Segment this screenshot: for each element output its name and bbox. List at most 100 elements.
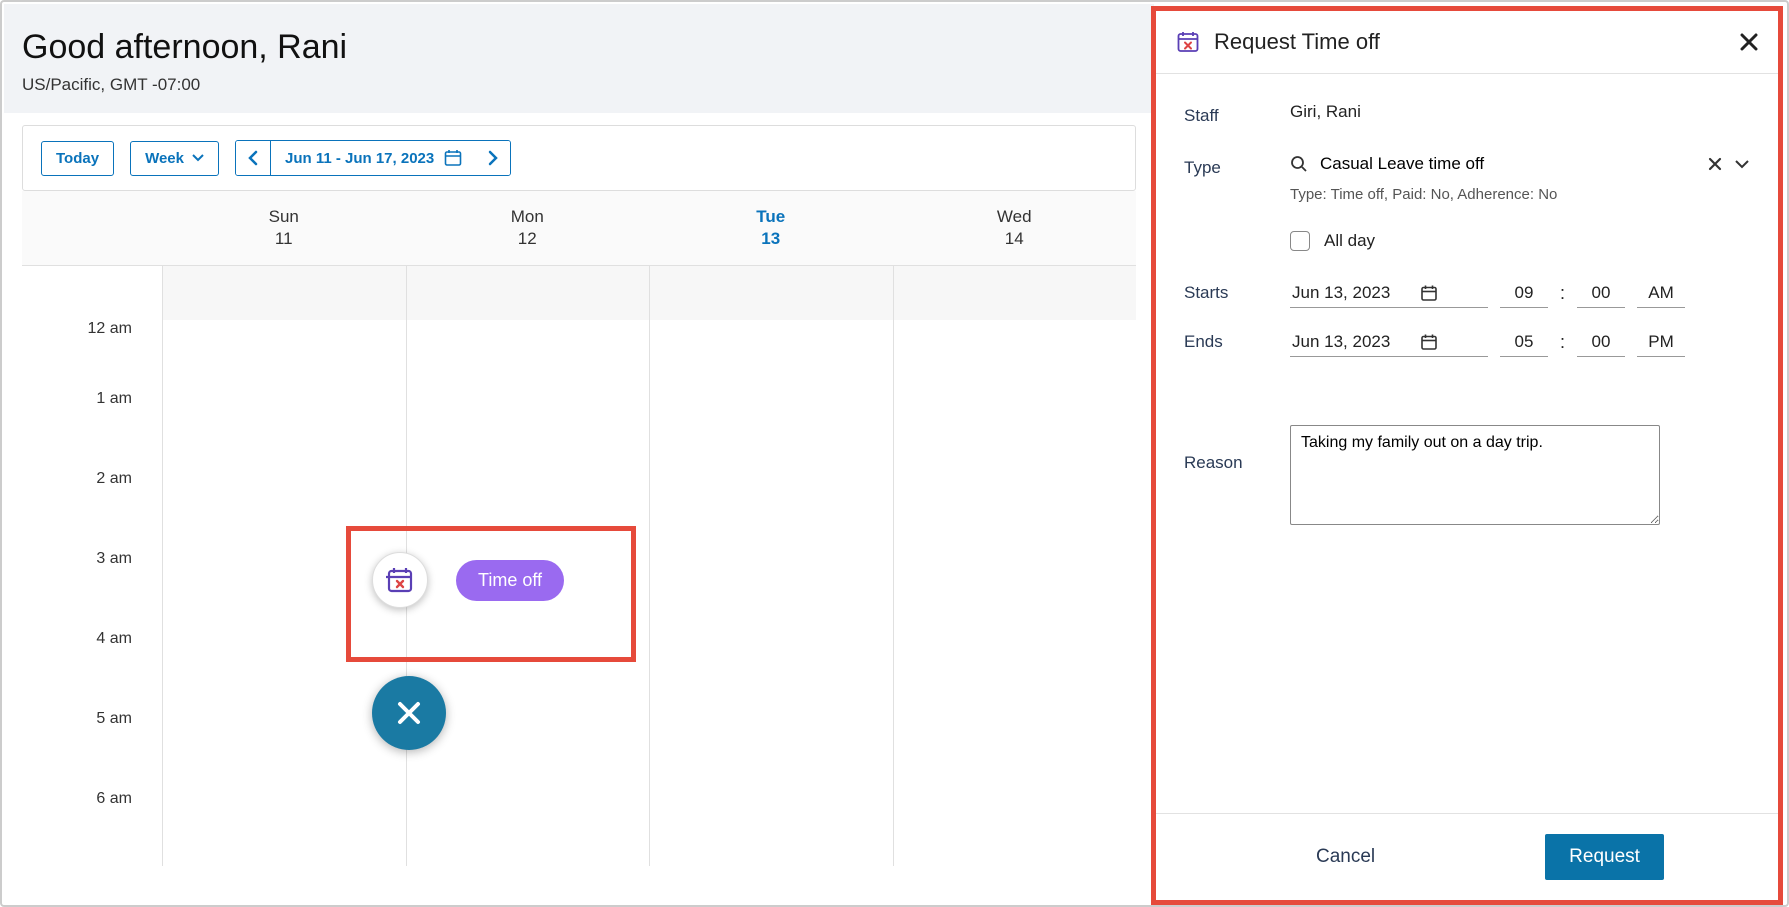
calendar-icon — [444, 149, 462, 167]
next-week-button[interactable] — [476, 141, 510, 175]
ends-date-text: Jun 13, 2023 — [1292, 332, 1390, 352]
time-label: 1 am — [22, 390, 162, 470]
today-button[interactable]: Today — [41, 141, 114, 176]
request-time-off-fab[interactable] — [372, 552, 428, 608]
starts-controls: Jun 13, 2023 09 : 00 AM — [1290, 279, 1750, 308]
panel-header: Request Time off — [1156, 11, 1778, 74]
chevron-down-icon — [1734, 159, 1750, 169]
date-range-display[interactable]: Jun 11 - Jun 17, 2023 — [271, 141, 476, 175]
request-button[interactable]: Request — [1545, 834, 1664, 880]
starts-date-picker[interactable]: Jun 13, 2023 — [1290, 279, 1488, 308]
allday-control: All day — [1290, 231, 1750, 251]
reason-row: Reason — [1184, 425, 1750, 530]
spacer — [1184, 385, 1750, 425]
calendar-grid[interactable]: 12 am 1 am 2 am 3 am 4 am 5 am 6 am — [22, 266, 1136, 866]
staff-label: Staff — [1184, 102, 1270, 126]
time-label: 6 am — [22, 790, 162, 870]
starts-row: Starts Jun 13, 2023 09 : 00 AM — [1184, 279, 1750, 308]
gutter-head — [22, 191, 162, 265]
day-num: 14 — [893, 229, 1137, 249]
ends-label: Ends — [1184, 328, 1270, 352]
time-off-pill-label: Time off — [478, 570, 542, 590]
calendar-icon — [1420, 284, 1438, 302]
calendar-x-icon — [1176, 30, 1200, 54]
ends-minute-input[interactable]: 00 — [1577, 328, 1625, 357]
reason-wrap — [1290, 425, 1750, 530]
timezone-text: US/Pacific, GMT -07:00 — [22, 75, 1136, 95]
time-label: 2 am — [22, 470, 162, 550]
request-time-off-panel: Request Time off Staff Giri, Rani Type — [1151, 6, 1783, 905]
spacer — [1184, 231, 1270, 235]
allday-row-wrap: All day — [1184, 231, 1750, 267]
ends-row: Ends Jun 13, 2023 05 : 00 PM — [1184, 328, 1750, 357]
panel-close-button[interactable] — [1740, 33, 1758, 51]
day-name: Mon — [511, 207, 544, 226]
starts-minute-input[interactable]: 00 — [1577, 279, 1625, 308]
day-columns — [162, 266, 1136, 866]
clear-type-button[interactable] — [1708, 157, 1722, 171]
staff-row: Staff Giri, Rani — [1184, 102, 1750, 126]
request-label: Request — [1569, 846, 1640, 867]
close-icon — [394, 698, 424, 728]
greeting-text: Good afternoon, Rani — [22, 28, 1136, 67]
panel-form: Staff Giri, Rani Type — [1156, 74, 1778, 813]
calendar-x-icon — [386, 566, 414, 594]
cancel-button[interactable]: Cancel — [1316, 846, 1375, 868]
ends-hour-input[interactable]: 05 — [1500, 328, 1548, 357]
day-header-wed[interactable]: Wed 14 — [893, 191, 1137, 265]
type-row: Type Type: Time off, Paid: No, Adherence… — [1184, 154, 1750, 203]
reason-label: Reason — [1184, 425, 1270, 473]
close-icon — [1708, 157, 1722, 171]
calendar-icon — [1420, 333, 1438, 351]
day-header-row: Sun 11 Mon 12 Tue 13 Wed 14 — [22, 191, 1136, 266]
day-name: Tue — [756, 207, 785, 226]
day-column-tue[interactable] — [649, 266, 893, 866]
cancel-label: Cancel — [1316, 846, 1375, 867]
type-dropdown-button[interactable] — [1734, 159, 1750, 169]
day-header-mon[interactable]: Mon 12 — [406, 191, 650, 265]
time-label: 12 am — [22, 266, 162, 400]
time-label: 5 am — [22, 710, 162, 790]
ends-ampm-select[interactable]: PM — [1637, 328, 1685, 357]
starts-hour-input[interactable]: 09 — [1500, 279, 1548, 308]
time-off-pill[interactable]: Time off — [456, 560, 564, 601]
type-select[interactable] — [1290, 154, 1750, 176]
type-label: Type — [1184, 154, 1270, 178]
panel-footer: Cancel Request — [1156, 813, 1778, 900]
day-header-tue[interactable]: Tue 13 — [649, 191, 893, 265]
calendar-toolbar: Today Week Jun 11 - Jun 17, 2023 — [22, 125, 1136, 191]
ends-date-picker[interactable]: Jun 13, 2023 — [1290, 328, 1488, 357]
date-navigator: Jun 11 - Jun 17, 2023 — [235, 140, 511, 176]
day-header-sun[interactable]: Sun 11 — [162, 191, 406, 265]
prev-week-button[interactable] — [236, 141, 271, 175]
all-day-checkbox[interactable] — [1290, 231, 1310, 251]
ends-controls: Jun 13, 2023 05 : 00 PM — [1290, 328, 1750, 357]
type-value-wrap: Type: Time off, Paid: No, Adherence: No — [1290, 154, 1750, 203]
day-num: 11 — [162, 229, 406, 249]
fab-group: Time off — [372, 552, 564, 608]
chevron-right-icon — [488, 150, 498, 166]
close-icon — [1740, 33, 1758, 51]
starts-label: Starts — [1184, 279, 1270, 303]
staff-value: Giri, Rani — [1290, 102, 1750, 122]
app-frame: Good afternoon, Rani US/Pacific, GMT -07… — [0, 0, 1789, 907]
day-name: Wed — [997, 207, 1032, 226]
close-fab-button[interactable] — [372, 676, 446, 750]
all-day-label: All day — [1324, 231, 1375, 251]
starts-ampm-select[interactable]: AM — [1637, 279, 1685, 308]
today-label: Today — [56, 150, 99, 167]
day-column-wed[interactable] — [893, 266, 1137, 866]
time-label: 4 am — [22, 630, 162, 710]
type-meta-text: Type: Time off, Paid: No, Adherence: No — [1290, 186, 1750, 203]
calendar-grid-container: Sun 11 Mon 12 Tue 13 Wed 14 12 am — [22, 191, 1136, 866]
page-header: Good afternoon, Rani US/Pacific, GMT -07… — [4, 4, 1154, 113]
day-name: Sun — [269, 207, 299, 226]
type-input[interactable] — [1320, 154, 1696, 174]
time-label: 3 am — [22, 550, 162, 630]
panel-title: Request Time off — [1214, 29, 1726, 55]
day-num: 12 — [406, 229, 650, 249]
reason-textarea[interactable] — [1290, 425, 1660, 525]
view-select-label: Week — [145, 150, 184, 167]
caret-down-icon — [192, 154, 204, 162]
view-select-button[interactable]: Week — [130, 141, 219, 176]
